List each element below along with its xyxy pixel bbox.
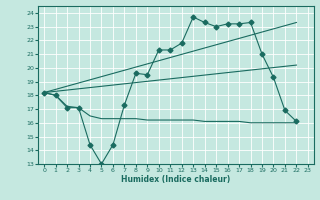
X-axis label: Humidex (Indice chaleur): Humidex (Indice chaleur) [121,175,231,184]
